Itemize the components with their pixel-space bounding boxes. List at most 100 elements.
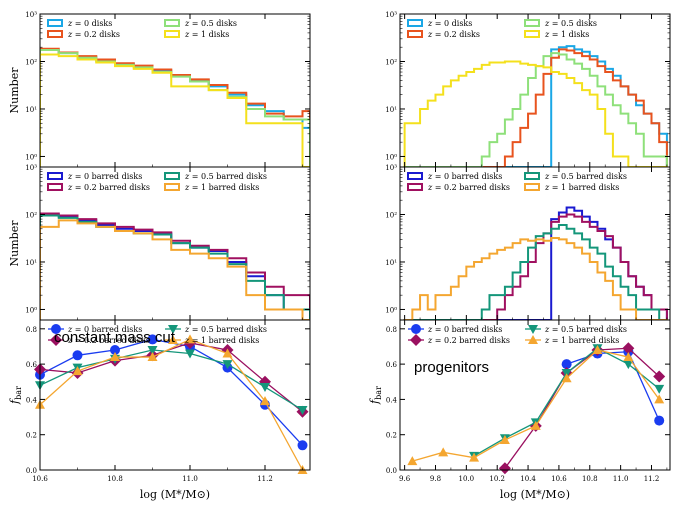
y-tick-label: 10⁰ bbox=[385, 306, 397, 314]
x-tick-label: 9.6 bbox=[399, 475, 411, 483]
data-point bbox=[654, 384, 665, 394]
line-series bbox=[39, 338, 304, 471]
y-tick-label: 10³ bbox=[385, 11, 397, 19]
legend-marker bbox=[51, 324, 61, 334]
legend-label: z = 1 barred disks bbox=[184, 336, 259, 345]
data-point bbox=[407, 456, 418, 466]
x-axis-label: log (M*/M⊙) bbox=[500, 488, 570, 501]
x-tick-label: 11.0 bbox=[613, 475, 629, 483]
data-point bbox=[110, 345, 120, 355]
data-point bbox=[72, 366, 83, 376]
legend-label: z = 1 barred disks bbox=[544, 183, 619, 192]
y-tick-label: 10¹ bbox=[385, 106, 397, 114]
legend-swatch bbox=[407, 172, 423, 180]
data-point bbox=[561, 373, 572, 383]
legend-swatch bbox=[164, 183, 180, 191]
histogram-series bbox=[403, 224, 668, 320]
legend-label: z = 0.2 barred disks bbox=[427, 183, 510, 192]
legend-swatch bbox=[164, 30, 180, 38]
legend-swatch bbox=[524, 30, 540, 38]
legend-marker bbox=[50, 334, 62, 346]
legend-label: z = 0.2 disks bbox=[67, 30, 120, 39]
y-tick-label: 10³ bbox=[385, 164, 397, 172]
panel-right-mid: 10⁰ 10¹ 10² 10³ z = 0 barred disks z = 0.5 ba… bbox=[385, 164, 671, 321]
legend-marker bbox=[168, 325, 178, 334]
legend-marker bbox=[528, 335, 538, 344]
legend-swatch bbox=[524, 19, 540, 27]
x-tick-label: 11.2 bbox=[257, 475, 273, 483]
legend-swatch bbox=[407, 183, 423, 191]
axes-frame bbox=[39, 319, 311, 471]
legend-swatch bbox=[47, 19, 63, 27]
line-series bbox=[504, 347, 660, 469]
y-tick-label: 10¹ bbox=[385, 259, 397, 267]
legend-marker bbox=[410, 334, 422, 346]
y-tick-label: 0.0 bbox=[26, 467, 37, 475]
panel-annotation: progenitors bbox=[414, 359, 489, 376]
data-point bbox=[498, 462, 511, 475]
legend-label: z = 0 barred disks bbox=[427, 325, 502, 334]
x-tick-label: 9.8 bbox=[430, 475, 441, 483]
legend-swatch bbox=[164, 172, 180, 180]
data-point bbox=[147, 352, 158, 362]
line-series bbox=[566, 351, 660, 421]
panel-right-bottom: 0.0 0.2 0.4 0.6 0.8 9.6 9.8 10.0 10.2 10.4 10.6 10.… bbox=[368, 319, 671, 501]
data-point bbox=[623, 360, 634, 370]
legend-label: z = 0.5 barred disks bbox=[544, 325, 627, 334]
histogram-series bbox=[403, 52, 668, 167]
legend-label: z = 0.5 barred disks bbox=[544, 172, 627, 181]
legend-label: z = 1 barred disks bbox=[544, 336, 619, 345]
y-axis-label: Number bbox=[8, 220, 21, 267]
legend-label: z = 1 disks bbox=[184, 30, 229, 39]
data-point bbox=[654, 394, 665, 404]
legend-label: z = 1 barred disks bbox=[184, 183, 259, 192]
legend-label: z = 0.5 barred disks bbox=[184, 172, 267, 181]
data-point bbox=[561, 359, 572, 370]
y-tick-label: 10² bbox=[385, 58, 397, 66]
x-axis-label: log (M*/M⊙) bbox=[140, 488, 210, 501]
y-axis-label: Number bbox=[8, 67, 21, 114]
legend-label: z = 0 disks bbox=[67, 19, 112, 28]
legend-label: z = 0 barred disks bbox=[67, 325, 142, 334]
legend-marker bbox=[528, 325, 538, 334]
data-point bbox=[185, 349, 195, 359]
histogram-series bbox=[40, 219, 310, 320]
y-tick-label: 10² bbox=[25, 58, 37, 66]
y-tick-label: 10⁰ bbox=[25, 153, 37, 161]
y-tick-label: 10¹ bbox=[25, 259, 37, 267]
legend-label: z = 0 barred disks bbox=[427, 172, 502, 181]
y-tick-label: 10³ bbox=[25, 164, 37, 172]
histogram-series bbox=[40, 48, 310, 167]
y-tick-label: 10⁰ bbox=[385, 153, 397, 161]
x-tick-label: 10.8 bbox=[582, 475, 598, 483]
y-tick-label: 10⁰ bbox=[25, 306, 37, 314]
legend-swatch bbox=[524, 172, 540, 180]
panel-left-mid: 10⁰ 10¹ 10² 10³ Number z = 0 barred disks z = … bbox=[8, 164, 311, 321]
histogram-series bbox=[403, 213, 668, 320]
legend-swatch bbox=[407, 19, 423, 27]
legend-swatch bbox=[47, 183, 63, 191]
data-point bbox=[622, 342, 635, 355]
x-tick-label: 11.2 bbox=[644, 475, 660, 483]
y-tick-label: 0.6 bbox=[386, 361, 398, 369]
legend-label: z = 1 disks bbox=[544, 30, 589, 39]
data-point bbox=[260, 383, 270, 393]
legend-label: z = 0.2 disks bbox=[427, 30, 480, 39]
x-tick-label: 10.6 bbox=[32, 475, 48, 483]
legend-marker bbox=[411, 324, 421, 334]
data-point bbox=[110, 352, 120, 362]
legend-swatch bbox=[164, 19, 180, 27]
panel-left-bottom: 0.0 0.2 0.4 0.6 0.8 10.6 10.8 11.0 11.2 log (M*/M… bbox=[8, 319, 311, 501]
data-point bbox=[222, 348, 233, 358]
legend-swatch bbox=[47, 172, 63, 180]
data-point bbox=[469, 452, 480, 462]
y-tick-label: 0.2 bbox=[386, 432, 397, 440]
line-series bbox=[39, 342, 303, 413]
y-tick-label: 0.0 bbox=[386, 467, 397, 475]
histogram-series bbox=[403, 236, 668, 320]
y-tick-label: 10² bbox=[385, 211, 397, 219]
x-tick-label: 10.6 bbox=[551, 475, 567, 483]
x-tick-label: 10.4 bbox=[520, 475, 536, 483]
y-tick-label: 10² bbox=[25, 211, 37, 219]
